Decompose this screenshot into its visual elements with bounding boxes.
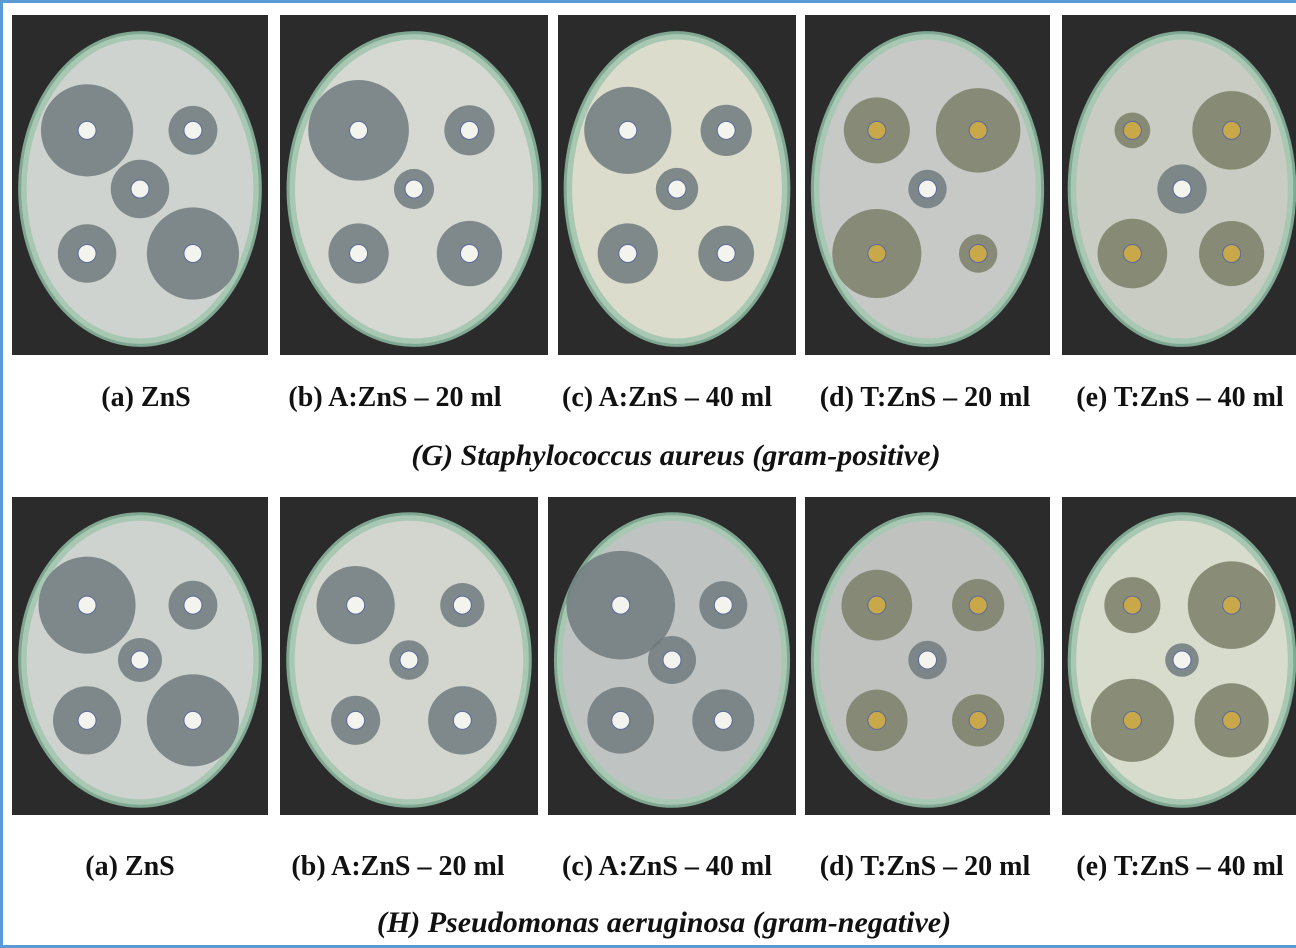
disc bbox=[184, 711, 202, 729]
panel-label: (a) ZnS bbox=[101, 382, 190, 413]
plate-photo bbox=[12, 497, 268, 815]
panel-label: (b) A:ZnS – 20 ml bbox=[291, 851, 504, 882]
disc bbox=[969, 245, 987, 263]
disc bbox=[131, 180, 149, 198]
disc bbox=[460, 245, 478, 263]
disc bbox=[663, 651, 681, 669]
panel-label: (e) T:ZnS – 40 ml bbox=[1076, 851, 1284, 882]
disc bbox=[347, 596, 365, 614]
disc bbox=[919, 180, 937, 198]
plate-photo bbox=[805, 497, 1050, 815]
disc bbox=[919, 651, 937, 669]
plate-photo bbox=[12, 15, 268, 355]
disc bbox=[405, 180, 423, 198]
plate-photo bbox=[1062, 497, 1296, 815]
disc bbox=[400, 651, 418, 669]
disc bbox=[453, 711, 471, 729]
disc bbox=[347, 711, 365, 729]
caption: (H) Pseudomonas aeruginosa (gram-negativ… bbox=[377, 906, 951, 939]
panel-label: (d) T:ZnS – 20 ml bbox=[820, 851, 1031, 882]
disc bbox=[717, 245, 735, 263]
disc bbox=[184, 245, 202, 263]
disc bbox=[868, 596, 886, 614]
disc bbox=[1123, 121, 1141, 139]
disc bbox=[1173, 651, 1191, 669]
disc bbox=[1223, 596, 1241, 614]
disc bbox=[1123, 711, 1141, 729]
plate-photo bbox=[558, 15, 796, 355]
disc bbox=[78, 596, 96, 614]
panel-label: (b) A:ZnS – 20 ml bbox=[288, 382, 501, 413]
disc bbox=[350, 245, 368, 263]
disc bbox=[969, 711, 987, 729]
disc bbox=[868, 121, 886, 139]
disc bbox=[1123, 596, 1141, 614]
plate-photo bbox=[1062, 15, 1296, 355]
disc bbox=[1223, 121, 1241, 139]
disc bbox=[1223, 245, 1241, 263]
disc bbox=[969, 121, 987, 139]
disc bbox=[184, 596, 202, 614]
figure: (G) Staphylococcus aureus (gram-positive… bbox=[0, 0, 1296, 948]
disc bbox=[668, 180, 686, 198]
disc bbox=[969, 596, 987, 614]
disc bbox=[714, 596, 732, 614]
disc bbox=[453, 596, 471, 614]
plate-photo bbox=[805, 15, 1050, 355]
disc bbox=[78, 245, 96, 263]
disc bbox=[78, 121, 96, 139]
plate-photo bbox=[548, 497, 796, 815]
disc bbox=[78, 711, 96, 729]
panel-label: (d) T:ZnS – 20 ml bbox=[820, 382, 1031, 413]
disc bbox=[460, 121, 478, 139]
panel-label: (e) T:ZnS – 40 ml bbox=[1076, 382, 1284, 413]
disc bbox=[612, 596, 630, 614]
disc bbox=[868, 711, 886, 729]
disc bbox=[1223, 711, 1241, 729]
disc bbox=[350, 121, 368, 139]
disc bbox=[1173, 180, 1191, 198]
plate-photo bbox=[280, 497, 538, 815]
disc bbox=[868, 245, 886, 263]
caption: (G) Staphylococcus aureus (gram-positive… bbox=[411, 439, 940, 472]
panel-label: (c) A:ZnS – 40 ml bbox=[562, 382, 772, 413]
disc bbox=[184, 121, 202, 139]
disc bbox=[131, 651, 149, 669]
disc bbox=[612, 711, 630, 729]
disc bbox=[1123, 245, 1141, 263]
panel-label: (a) ZnS bbox=[85, 851, 174, 882]
disc bbox=[619, 121, 637, 139]
disc bbox=[619, 245, 637, 263]
disc bbox=[717, 121, 735, 139]
plate-photo bbox=[280, 15, 548, 355]
panel-label: (c) A:ZnS – 40 ml bbox=[562, 851, 772, 882]
disc bbox=[714, 711, 732, 729]
